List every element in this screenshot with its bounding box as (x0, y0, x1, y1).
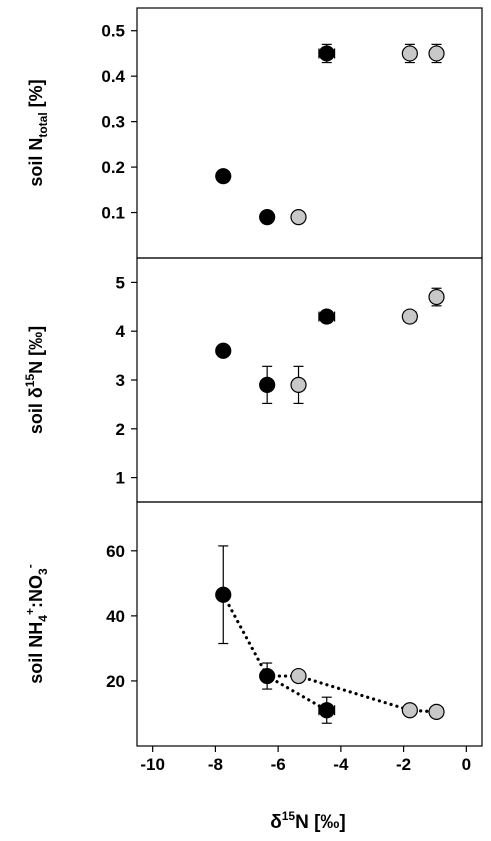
data-point-p2-s1-3 (318, 308, 335, 325)
data-point-p3-s1-3 (318, 702, 335, 719)
y-tick-label-3-1: 40 (106, 607, 125, 626)
y-tick-label-1-3: 0.4 (101, 67, 125, 86)
data-point-p3-s1-1 (215, 586, 232, 603)
data-point-p1-s2-2 (401, 45, 418, 62)
x-axis-label: δ15N [‰] (270, 809, 346, 833)
y-tick-label-3-2: 60 (106, 542, 125, 561)
y-tick-label-2-2: 3 (116, 371, 125, 390)
y-tick-label-1-1: 0.2 (101, 158, 125, 177)
y-axis-label-3: soil NH4+:NO3- (23, 564, 50, 683)
data-point-p2-s2-2 (401, 308, 418, 325)
x-tick-label-5: 0 (462, 755, 471, 774)
data-point-p3-s2-2 (401, 702, 418, 719)
data-point-p3-s2-1 (290, 667, 307, 685)
trendline-1 (221, 593, 329, 712)
y-tick-label-2-1: 2 (116, 420, 125, 439)
data-point-p2-s2-3 (428, 288, 445, 306)
y-tick-label-1-0: 0.1 (101, 204, 125, 223)
data-point-p2-s2-1 (290, 376, 307, 393)
x-tick-label-2: -6 (271, 755, 286, 774)
data-point-p2-s1-1 (215, 342, 232, 359)
y-tick-label-3-0: 20 (106, 672, 125, 691)
y-tick-label-1-2: 0.3 (101, 113, 125, 132)
data-point-p3-s1-2 (259, 667, 276, 685)
panel-frame-3 (136, 501, 483, 747)
x-tick-label-0: -10 (140, 755, 165, 774)
y-tick-label-2-0: 1 (116, 469, 125, 488)
data-point-p3-s2-3 (428, 703, 445, 720)
data-point-p1-s2-1 (290, 208, 307, 226)
chart-marks: 0.1 0.2 0.3 0.4 0.5 1 2 3 4 5 20 40 60 -10 -8 -6 -4 -2 0 (101, 22, 471, 774)
y-tick-label-2-3: 4 (116, 322, 126, 341)
x-tick-label-4: -2 (396, 755, 411, 774)
panel-frame-1 (136, 7, 483, 259)
x-tick-label-1: -8 (208, 755, 223, 774)
data-point-p1-s2-3 (428, 45, 445, 62)
x-tick-label-3: -4 (333, 755, 349, 774)
data-point-p1-s1-2 (259, 208, 276, 226)
y-tick-label-2-4: 5 (116, 273, 125, 292)
y-axis-label-1: soil Ntotal [%] (26, 79, 50, 186)
data-point-p2-s1-2 (259, 376, 276, 393)
data-point-p1-s1-3 (318, 45, 335, 62)
y-axis-label-2: soil δ15N [‰] (23, 326, 46, 434)
y-tick-label-1-4: 0.5 (101, 22, 125, 41)
data-point-p1-s1-1 (215, 168, 232, 185)
